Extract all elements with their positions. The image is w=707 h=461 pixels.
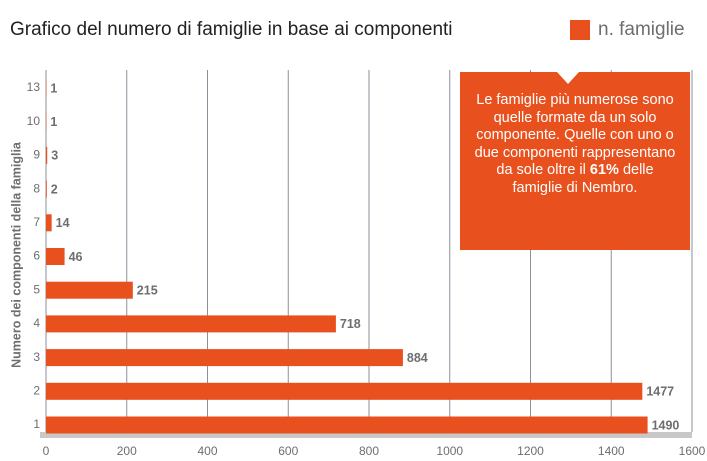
value-label: 1 — [50, 81, 57, 95]
y-tick-label: 9 — [33, 148, 40, 162]
bar — [46, 382, 643, 400]
legend-label: n. famiglie — [598, 19, 685, 40]
value-label: 1490 — [652, 418, 680, 432]
annotation-text: delle famiglie di Nembro. — [512, 162, 654, 196]
value-label: 718 — [340, 317, 361, 331]
y-tick-label: 6 — [33, 249, 40, 263]
value-label: 1 — [50, 115, 57, 129]
x-tick-label: 600 — [278, 444, 298, 458]
bar — [46, 180, 47, 198]
x-tick-label: 200 — [117, 444, 137, 458]
y-tick-label: 8 — [33, 181, 40, 195]
bar — [46, 146, 48, 164]
annotation-notch — [557, 72, 579, 84]
value-label: 46 — [69, 250, 83, 264]
annotation-box — [460, 72, 690, 250]
x-tick-label: 800 — [359, 444, 379, 458]
bar — [46, 315, 336, 333]
value-label: 884 — [407, 351, 428, 365]
x-tick-label: 1200 — [517, 444, 544, 458]
x-tick-label: 0 — [43, 444, 50, 458]
x-tick-label: 1600 — [679, 444, 706, 458]
chart-title: Grafico del numero di famiglie in base a… — [10, 19, 453, 40]
x-tick-label: 400 — [197, 444, 217, 458]
y-tick-label: 1 — [33, 417, 40, 431]
y-tick-label: 10 — [27, 114, 41, 128]
annotation-bold: 61% — [589, 162, 619, 178]
x-tick-label: 1000 — [436, 444, 463, 458]
bar — [46, 281, 133, 299]
bar — [46, 214, 52, 232]
y-tick-label: 5 — [33, 282, 40, 296]
y-axis-label: Numero dei componenti della famiglia — [9, 141, 23, 368]
legend-swatch — [570, 20, 590, 40]
bar — [46, 248, 65, 265]
value-label: 215 — [137, 283, 158, 297]
annotation-text: Le famiglie più numerose sono quelle for… — [474, 92, 676, 178]
value-label: 1477 — [646, 385, 674, 399]
x-tick-label: 1400 — [598, 444, 625, 458]
value-label: 3 — [51, 149, 58, 163]
y-tick-label: 7 — [33, 215, 40, 229]
y-tick-label: 2 — [33, 383, 40, 397]
y-tick-label: 4 — [33, 316, 40, 330]
x-axis — [40, 432, 692, 438]
bar — [46, 416, 648, 434]
value-label: 2 — [51, 182, 58, 196]
y-tick-label: 3 — [33, 350, 40, 364]
value-label: 14 — [56, 216, 70, 230]
annotation: Le famiglie più numerose sono quelle for… — [470, 92, 680, 197]
y-tick-label: 13 — [27, 80, 41, 94]
bar — [46, 349, 403, 367]
